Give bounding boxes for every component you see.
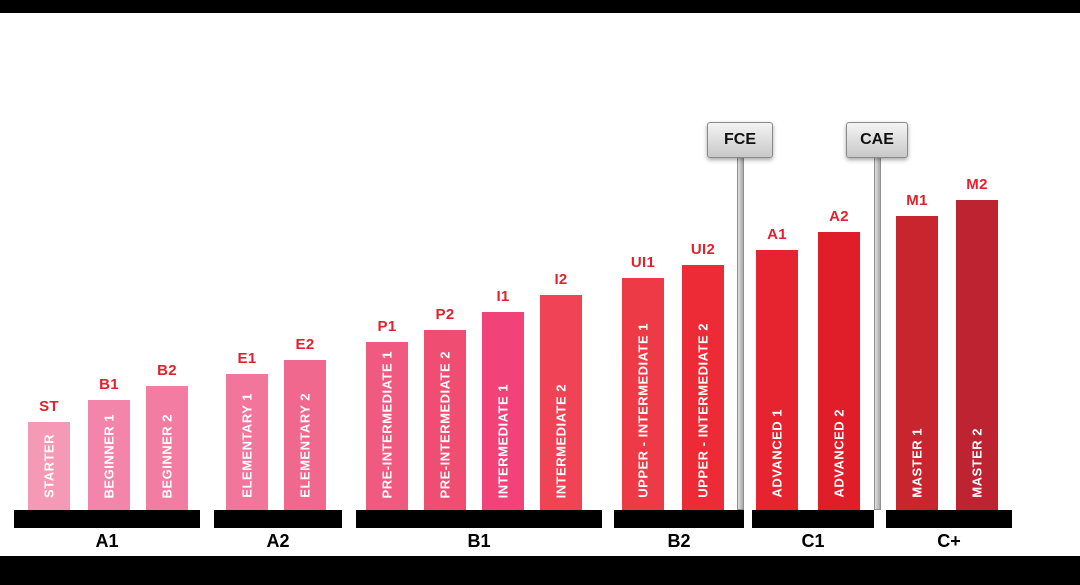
bar-code-label: P2	[435, 306, 455, 323]
level-bar-starter: ST STARTER	[28, 398, 70, 510]
level-bar-elementary-1: E1 ELEMENTARY 1	[226, 350, 268, 510]
bar-code-label: B1	[99, 376, 119, 393]
level-bar-intermediate-1: I1 INTERMEDIATE 1	[482, 288, 524, 510]
group-pedestal-a2	[214, 510, 342, 528]
level-bar-beginner-1: B1 BEGINNER 1	[88, 376, 130, 510]
level-bar-advanced-1: A1 ADVANCED 1	[756, 226, 798, 510]
bar-code-label: A2	[829, 208, 849, 225]
chart-floor: ST STARTER B1 BEGINNER 1 B2 BEGINNER 2 E1 ELEME…	[28, 176, 998, 510]
bar-code-label: ST	[39, 398, 59, 415]
bar-name-label: MASTER 1	[909, 428, 925, 498]
bar-code-label: UI2	[690, 241, 716, 258]
level-bar-beginner-2: B2 BEGINNER 2	[146, 362, 188, 510]
bar-code-label: E1	[237, 350, 257, 367]
bar-code-label: I2	[554, 271, 568, 288]
group-pedestal-c+	[886, 510, 1012, 528]
bar-code-label: A1	[767, 226, 787, 243]
level-bar-intermediate-2: I2 INTERMEDIATE 2	[540, 271, 582, 510]
exam-marker-sign-cae: CAE	[846, 122, 908, 158]
level-bar-elementary-2: E2 ELEMENTARY 2	[284, 336, 326, 510]
bar-name-label: ADVANCED 1	[769, 409, 785, 498]
bar-name-label: MASTER 2	[969, 428, 985, 498]
bar-name-label: ADVANCED 2	[831, 409, 847, 498]
level-bar-master-2: M2 MASTER 2	[956, 176, 998, 510]
bar-code-label: UI1	[630, 254, 656, 271]
group-pedestal-a1	[14, 510, 200, 528]
exam-marker-pole-fce	[737, 138, 744, 510]
group-label-c+: C+	[937, 531, 961, 551]
level-bar-advanced-2: A2 ADVANCED 2	[818, 208, 860, 510]
level-bar-upper-intermediate-2: UI2 UPPER - INTERMEDIATE 2	[682, 241, 724, 510]
bar-name-label: PRE-INTERMEDIATE 1	[379, 350, 395, 498]
exam-marker-sign-fce: FCE	[707, 122, 773, 158]
bar-code-label: I1	[496, 288, 510, 305]
level-bar-pre-intermediate-2: P2 PRE-INTERMEDIATE 2	[424, 306, 466, 510]
bottom-border-strip	[0, 556, 1080, 585]
group-pedestal-b2	[614, 510, 744, 528]
bar-name-label: PRE-INTERMEDIATE 2	[437, 350, 453, 498]
bar-code-label: B2	[157, 362, 177, 379]
bar-name-label: STARTER	[41, 434, 57, 498]
bar-code-label: M2	[966, 176, 988, 193]
bar-name-label: BEGINNER 2	[159, 413, 175, 498]
group-pedestal-b1	[356, 510, 602, 528]
bar-name-label: INTERMEDIATE 1	[495, 383, 511, 498]
bar-name-label: BEGINNER 1	[101, 413, 117, 498]
bar-name-label: UPPER - INTERMEDIATE 2	[695, 323, 711, 498]
bar-name-label: INTERMEDIATE 2	[553, 383, 569, 498]
bar-code-label: M1	[906, 192, 928, 209]
level-bar-upper-intermediate-1: UI1 UPPER - INTERMEDIATE 1	[622, 254, 664, 510]
bar-name-label: ELEMENTARY 2	[297, 393, 313, 498]
bar-code-label: P1	[377, 318, 397, 335]
group-pedestal-c1	[752, 510, 874, 528]
bar-name-label: UPPER - INTERMEDIATE 1	[635, 323, 651, 498]
group-label-b2: B2	[667, 531, 691, 551]
bar-name-label: ELEMENTARY 1	[239, 393, 255, 498]
group-label-c1: C1	[801, 531, 825, 551]
level-bar-pre-intermediate-1: P1 PRE-INTERMEDIATE 1	[366, 318, 408, 510]
group-label-a2: A2	[266, 531, 290, 551]
exam-marker-pole-cae	[874, 138, 881, 510]
top-border-strip	[0, 0, 1080, 13]
level-bar-master-1: M1 MASTER 1	[896, 192, 938, 510]
bar-code-label: E2	[295, 336, 315, 353]
group-label-a1: A1	[95, 531, 119, 551]
group-label-b1: B1	[467, 531, 491, 551]
